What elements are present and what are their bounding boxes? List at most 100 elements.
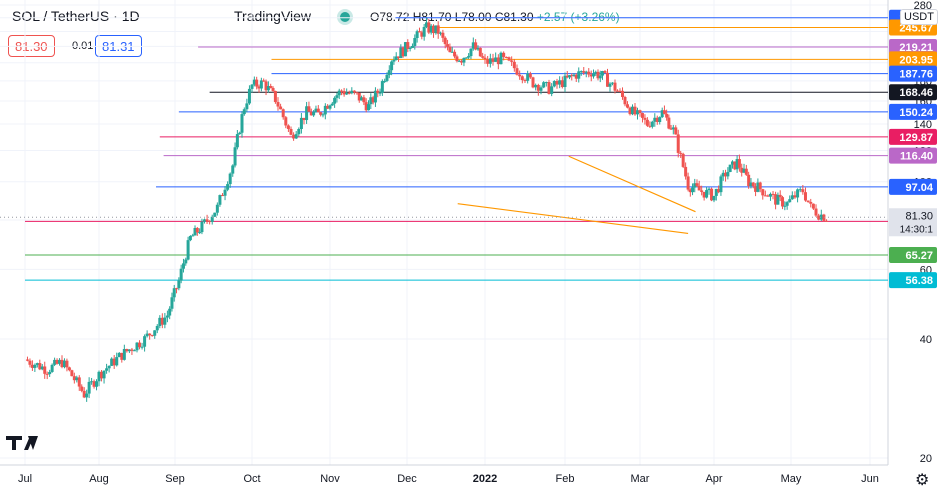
candle-body: [309, 111, 313, 116]
candle-body: [653, 117, 657, 122]
candle-body: [719, 176, 723, 193]
candle-body: [589, 74, 593, 77]
close-value: C81.30: [494, 10, 534, 24]
candle-body: [633, 106, 637, 115]
candle-body: [724, 172, 728, 177]
candle-body: [378, 92, 382, 94]
tradingview-brand: TradingView: [234, 8, 312, 24]
candle-body: [688, 189, 692, 193]
candle-body: [135, 342, 139, 351]
candle-body: [271, 87, 275, 91]
x-tick-label: Mar: [631, 473, 650, 485]
candle-body: [655, 117, 659, 123]
candle-body: [496, 57, 500, 65]
candle-body: [130, 349, 134, 351]
candle-body: [380, 81, 384, 93]
candle-body: [193, 227, 197, 236]
candle-body: [319, 112, 323, 115]
candle-body: [691, 187, 695, 193]
x-tick-label: Oct: [243, 473, 260, 485]
candle-body: [186, 240, 190, 260]
candle-body: [427, 22, 431, 33]
x-tick-label: Apr: [705, 473, 722, 485]
candle-body: [394, 56, 398, 61]
candle-body: [25, 359, 29, 361]
candle-body: [364, 102, 368, 111]
level-label: 219.21: [899, 42, 933, 54]
current-price-badge: [889, 208, 937, 237]
candle-body: [446, 44, 450, 47]
candle-body: [360, 97, 364, 101]
candle-body: [763, 195, 767, 197]
level-label: 116.40: [900, 151, 933, 163]
high-value: H81.70: [412, 10, 452, 24]
candle-body: [754, 186, 758, 192]
candle-body: [814, 208, 818, 216]
candle-body: [406, 42, 410, 49]
level-label: 129.87: [899, 132, 933, 144]
candle-body: [488, 58, 492, 64]
candle-body: [252, 79, 256, 85]
candle-body: [702, 191, 706, 198]
candle-body: [747, 174, 751, 187]
candle-body: [90, 381, 94, 383]
candle-body: [65, 360, 69, 368]
trendline: [568, 155, 696, 213]
candle-body: [574, 74, 578, 79]
candle-body: [710, 188, 714, 201]
candle-body: [425, 22, 428, 27]
candle-body: [150, 335, 154, 337]
candle-body: [733, 161, 737, 170]
candle-body: [337, 90, 341, 96]
currency-selector[interactable]: USDT: [900, 9, 938, 25]
candle-body: [809, 201, 813, 204]
candle-body: [155, 326, 159, 331]
candle-body: [518, 74, 522, 77]
candle-body: [544, 82, 548, 84]
symbol-title[interactable]: SOL / TetherUS · 1D: [12, 8, 140, 24]
level-badge: [889, 147, 937, 164]
candle-body: [383, 80, 387, 82]
candle-body: [95, 381, 99, 387]
candle-body: [448, 46, 452, 53]
candle-body: [457, 60, 461, 62]
candle-body: [565, 75, 569, 78]
settings-gear-icon[interactable]: ⚙: [915, 472, 930, 489]
candle-body: [781, 197, 785, 207]
candle-body: [526, 73, 530, 81]
candle-body: [85, 393, 89, 398]
candle-body: [53, 359, 57, 365]
live-dot-icon: [340, 12, 350, 22]
candle-body: [350, 90, 354, 94]
candle-body: [558, 80, 562, 85]
candle-body: [432, 25, 436, 34]
candle-body: [679, 152, 683, 154]
candle-body: [450, 51, 454, 53]
candle-body: [806, 200, 810, 202]
candle-body: [247, 88, 251, 104]
candle-body: [345, 92, 349, 95]
candle-body: [330, 103, 334, 106]
level-badge: [889, 272, 937, 289]
candle-body: [105, 368, 109, 371]
candle-body: [203, 219, 207, 222]
chart-header: SOL / TetherUS · 1D TradingView O78.72 H…: [0, 0, 888, 28]
candle-body: [728, 164, 732, 172]
candle-body: [776, 194, 780, 205]
candle-body: [520, 76, 524, 81]
candle-body: [793, 195, 797, 198]
level-label: 97.04: [905, 182, 933, 194]
candle-body: [742, 168, 746, 173]
x-tick-label: Jul: [18, 473, 32, 485]
candle-body: [539, 87, 543, 91]
candle-body: [240, 114, 244, 133]
candle-body: [822, 214, 826, 221]
trendline: [457, 203, 689, 235]
candle-body: [669, 128, 673, 130]
candle-body: [577, 71, 581, 79]
candle-body: [531, 77, 535, 88]
candle-body: [328, 105, 332, 109]
candle-body: [281, 109, 285, 118]
candle-body: [55, 359, 59, 364]
